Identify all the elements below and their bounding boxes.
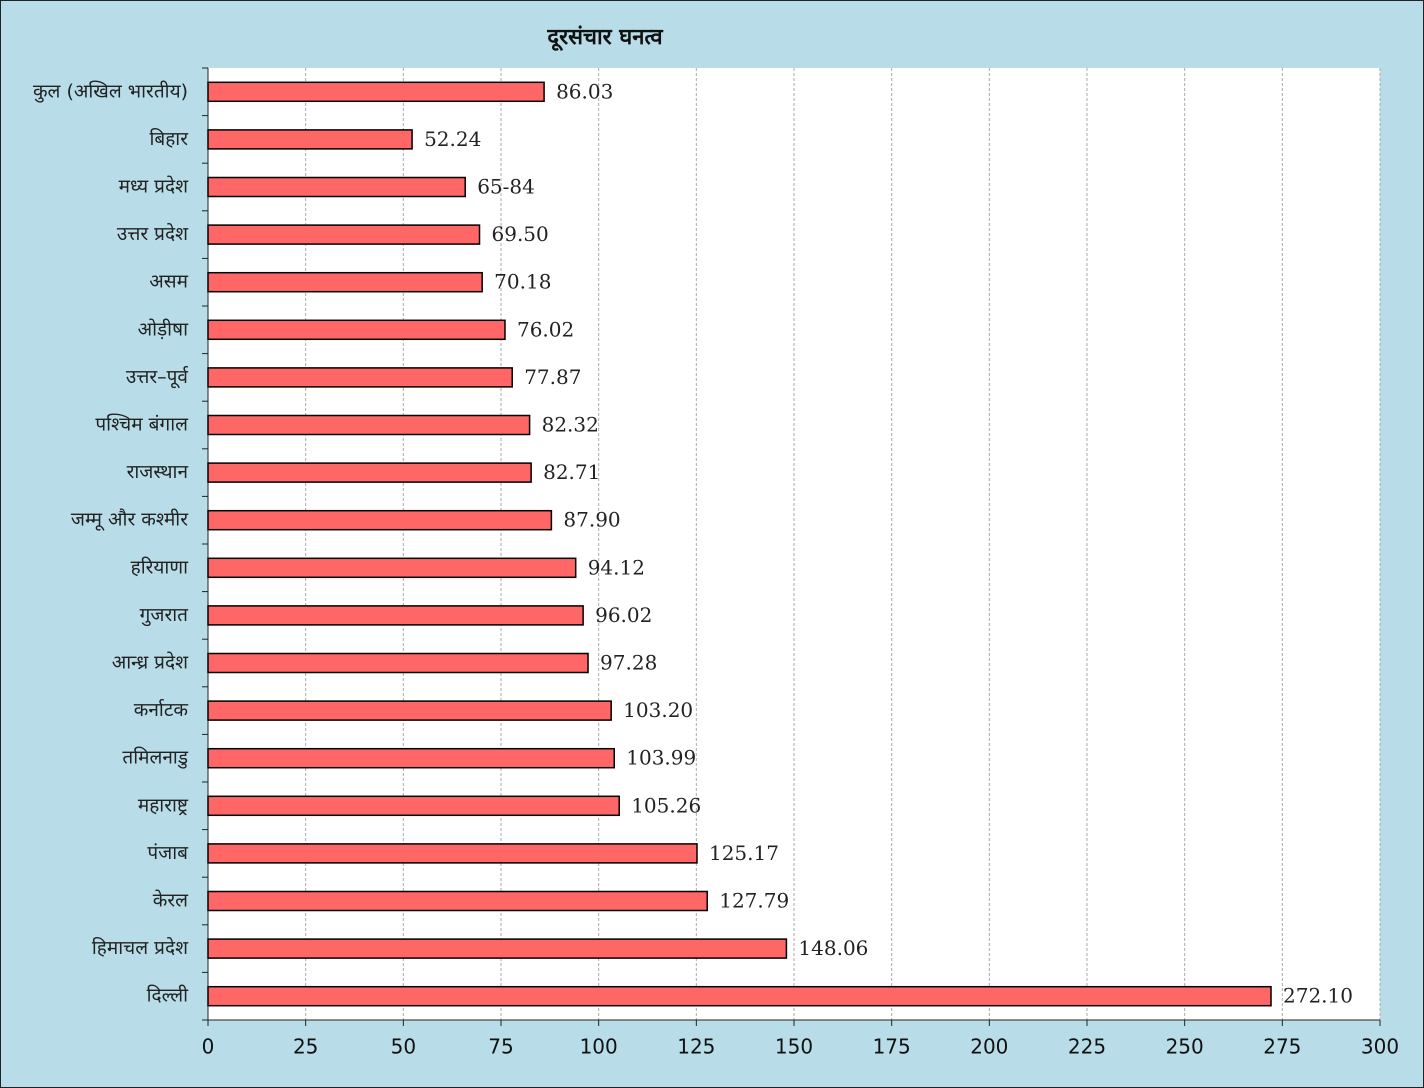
value-label: 69.50 bbox=[492, 222, 549, 246]
bar bbox=[207, 319, 506, 341]
value-label: 103.20 bbox=[623, 698, 693, 722]
y-tick-label: पंजाब bbox=[147, 842, 189, 864]
bar bbox=[207, 557, 577, 579]
bar bbox=[207, 271, 483, 293]
bar bbox=[207, 700, 612, 721]
bar bbox=[207, 890, 708, 912]
value-label: 86.03 bbox=[556, 79, 613, 103]
y-tick-label: आन्ध्र प्रदेश bbox=[112, 651, 189, 674]
y-tick-label: हरियाणा bbox=[131, 555, 189, 578]
y-tick-label: दिल्ली bbox=[147, 984, 189, 1007]
y-tick-label: जम्मू और कश्मीर bbox=[71, 508, 189, 532]
bar bbox=[207, 843, 698, 864]
bar bbox=[207, 462, 532, 483]
x-tick-label: 225 bbox=[1068, 1035, 1106, 1059]
x-tick-label: 125 bbox=[677, 1035, 715, 1059]
bar bbox=[207, 414, 531, 436]
x-tick-label: 275 bbox=[1263, 1035, 1301, 1059]
y-tick-label: कर्नाटक bbox=[134, 698, 189, 721]
y-tick-label: बिहार bbox=[149, 127, 189, 150]
x-tick-label: 75 bbox=[488, 1035, 513, 1059]
value-label: 82.71 bbox=[543, 460, 600, 484]
x-tick-label: 50 bbox=[391, 1035, 416, 1059]
value-label: 70.18 bbox=[494, 270, 551, 294]
y-tick-label: हिमाचल प्रदेश bbox=[92, 936, 189, 959]
bar bbox=[207, 509, 553, 531]
y-tick-label: राजस्थान bbox=[127, 461, 189, 483]
x-tick-label: 300 bbox=[1361, 1035, 1399, 1059]
y-tick-label: ओड़ीषा bbox=[138, 317, 190, 340]
value-label: 77.87 bbox=[524, 365, 581, 389]
x-tick-label: 25 bbox=[293, 1035, 318, 1059]
value-label: 52.24 bbox=[424, 127, 481, 151]
y-tick-label: असम bbox=[149, 271, 188, 293]
y-tick-label: कुल (अखिल भारतीय) bbox=[33, 79, 188, 103]
bar bbox=[207, 795, 620, 817]
value-label: 76.02 bbox=[517, 317, 574, 341]
bar bbox=[207, 367, 513, 388]
value-label: 87.90 bbox=[563, 508, 620, 532]
bar bbox=[207, 224, 481, 245]
chart-title: दूरसंचार घनत्व bbox=[546, 25, 663, 52]
x-tick-label: 150 bbox=[775, 1035, 813, 1059]
x-tick-label: 100 bbox=[580, 1035, 618, 1059]
bar bbox=[207, 652, 589, 674]
value-label: 148.06 bbox=[798, 936, 868, 960]
y-tick-label: उत्तर प्रदेश bbox=[117, 222, 189, 245]
y-tick-label: मध्य प्रदेश bbox=[119, 175, 189, 198]
value-label: 272.10 bbox=[1283, 984, 1353, 1008]
y-tick-label: केरल bbox=[153, 889, 189, 912]
bar bbox=[207, 129, 413, 150]
y-tick-label: पश्चिम बंगाल bbox=[95, 413, 189, 436]
value-label: 82.32 bbox=[542, 413, 599, 437]
y-tick-label: उत्तर–पूर्व bbox=[126, 365, 189, 389]
y-tick-label: गुजरात bbox=[140, 604, 189, 627]
x-tick-label: 200 bbox=[970, 1035, 1008, 1059]
bar bbox=[207, 747, 616, 769]
value-label: 125.17 bbox=[709, 841, 779, 865]
bar bbox=[207, 605, 584, 626]
value-label: 94.12 bbox=[588, 555, 645, 579]
bar bbox=[207, 938, 788, 959]
bar bbox=[207, 985, 1272, 1007]
value-label: 65-84 bbox=[477, 175, 535, 199]
value-label: 96.02 bbox=[595, 603, 652, 627]
y-tick-label: तमिलनाडु bbox=[122, 746, 188, 770]
value-label: 103.99 bbox=[626, 746, 696, 770]
x-tick-label: 0 bbox=[202, 1035, 215, 1059]
value-label: 97.28 bbox=[600, 651, 657, 675]
value-label: 127.79 bbox=[719, 889, 789, 913]
bar bbox=[207, 81, 545, 103]
bar bbox=[207, 176, 466, 198]
x-tick-label: 175 bbox=[873, 1035, 911, 1059]
x-tick-label: 250 bbox=[1166, 1035, 1204, 1059]
value-label: 105.26 bbox=[631, 793, 701, 817]
y-tick-label: महाराष्ट्र bbox=[138, 794, 189, 816]
